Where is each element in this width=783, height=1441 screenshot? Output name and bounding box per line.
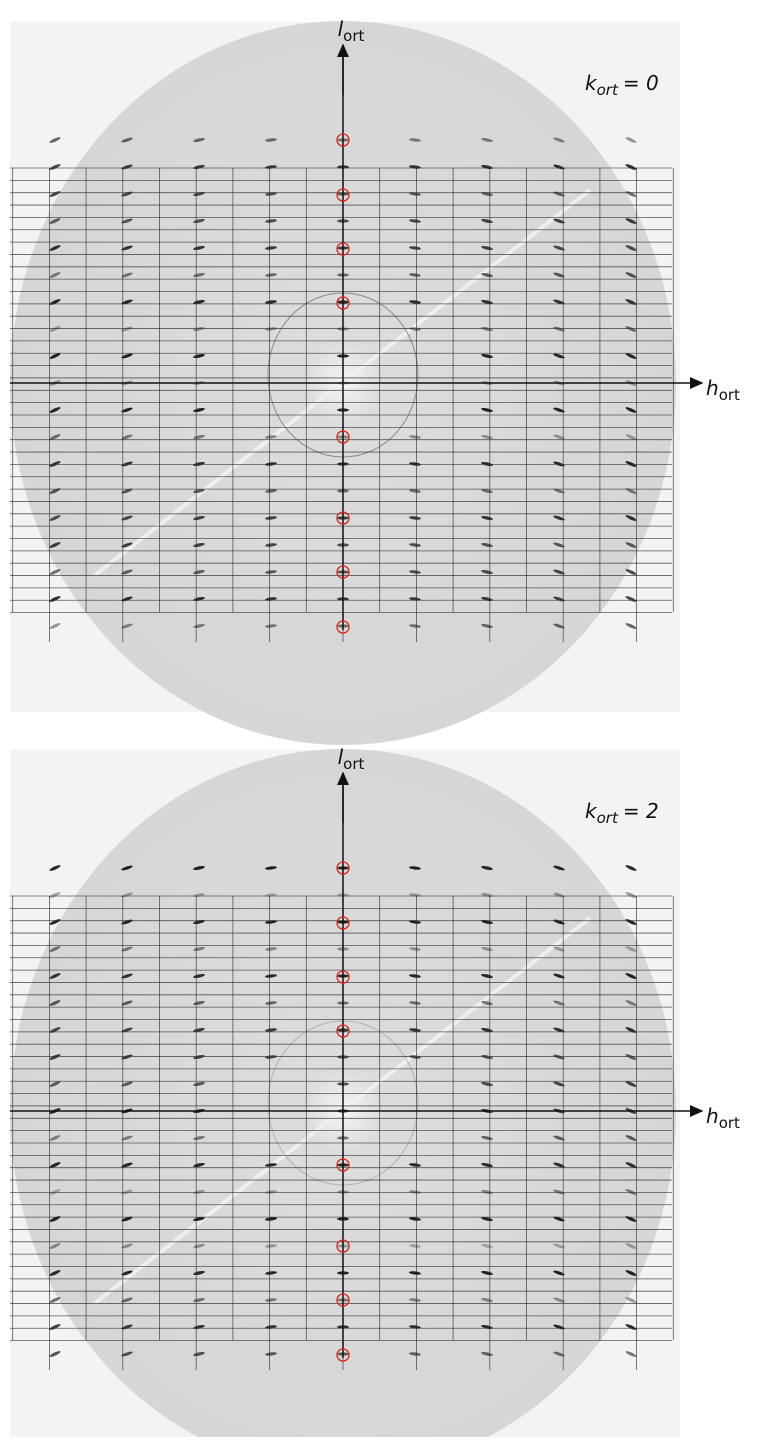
diffraction-panel: lorthortkort= 2: [10, 745, 740, 1437]
axis-subscript: ort: [343, 27, 364, 45]
axis-subscript: ort: [597, 809, 619, 827]
figure: lorthortkort= 0lorthortkort= 2: [0, 0, 783, 1437]
slice-value: = 2: [623, 799, 659, 823]
axis-symbol: h: [706, 1104, 719, 1128]
h-axis-label: hort: [706, 1104, 740, 1132]
h-axis-label: hort: [706, 376, 740, 404]
axis-subscript: ort: [343, 755, 364, 773]
axis-symbol: h: [706, 376, 719, 400]
diffraction-panel: lorthortkort= 0: [10, 17, 740, 745]
axis-subscript: ort: [719, 1114, 740, 1132]
slice-value: = 0: [623, 71, 659, 95]
axis-subscript: ort: [719, 386, 740, 404]
axis-subscript: ort: [597, 81, 619, 99]
